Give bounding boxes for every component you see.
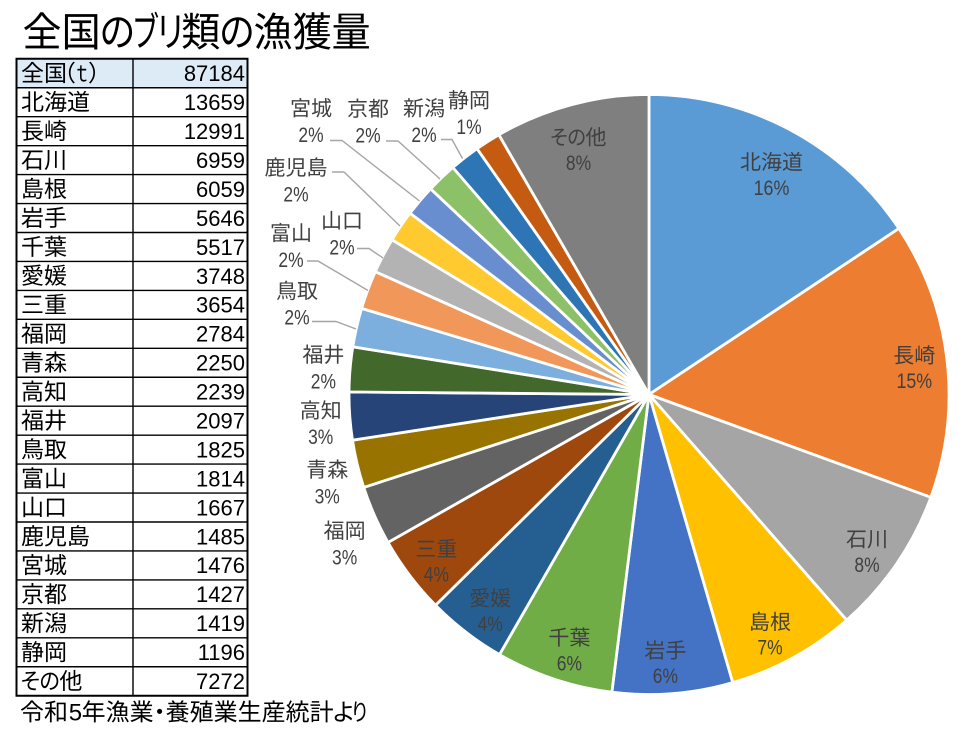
svg-text:3%: 3% — [315, 485, 340, 508]
svg-text:8%: 8% — [566, 152, 591, 175]
svg-text:15%: 15% — [896, 370, 932, 393]
svg-text:12991: 12991 — [184, 119, 245, 144]
svg-text:2%: 2% — [298, 124, 323, 147]
svg-text:1%: 1% — [456, 116, 481, 139]
svg-text:13659: 13659 — [184, 90, 245, 115]
svg-text:1814: 1814 — [196, 466, 245, 491]
svg-text:6%: 6% — [557, 652, 582, 675]
svg-text:3654: 3654 — [196, 293, 245, 318]
svg-text:2%: 2% — [278, 249, 303, 272]
svg-text:1427: 1427 — [196, 582, 245, 607]
svg-text:8%: 8% — [854, 554, 879, 577]
svg-text:2239: 2239 — [196, 380, 245, 405]
svg-text:1667: 1667 — [196, 495, 245, 520]
svg-text:2%: 2% — [411, 124, 436, 147]
svg-text:2784: 2784 — [196, 322, 245, 347]
svg-text:2%: 2% — [355, 125, 380, 148]
svg-text:7%: 7% — [757, 637, 782, 660]
svg-text:2%: 2% — [311, 370, 336, 393]
svg-text:2%: 2% — [329, 236, 354, 259]
svg-text:7272: 7272 — [196, 669, 245, 694]
svg-text:1419: 1419 — [196, 611, 245, 636]
svg-text:6959: 6959 — [196, 148, 245, 173]
svg-text:3748: 3748 — [196, 264, 245, 289]
svg-text:1825: 1825 — [196, 437, 245, 462]
svg-text:1485: 1485 — [196, 524, 245, 549]
svg-text:4%: 4% — [478, 613, 503, 636]
svg-text:6059: 6059 — [196, 177, 245, 202]
svg-text:6%: 6% — [653, 665, 678, 688]
svg-text:16%: 16% — [754, 177, 790, 200]
svg-text:2%: 2% — [284, 307, 309, 330]
svg-text:87184: 87184 — [184, 61, 245, 86]
svg-text:2%: 2% — [283, 183, 308, 206]
svg-text:5: 5 — [69, 700, 82, 727]
svg-text:4%: 4% — [424, 564, 449, 587]
svg-text:3%: 3% — [332, 547, 357, 570]
svg-text:2097: 2097 — [196, 409, 245, 434]
svg-text:2250: 2250 — [196, 351, 245, 376]
svg-text:3%: 3% — [308, 426, 333, 449]
svg-text:5517: 5517 — [196, 235, 245, 260]
svg-text:1196: 1196 — [198, 640, 245, 665]
svg-text:5646: 5646 — [196, 206, 245, 231]
svg-text:1476: 1476 — [196, 553, 245, 578]
